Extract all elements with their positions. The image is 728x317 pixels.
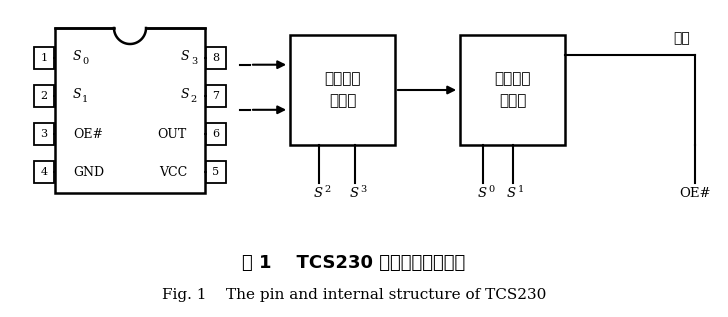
Text: 2: 2 [191, 94, 197, 103]
Text: S: S [181, 87, 189, 100]
Text: 输出: 输出 [673, 31, 690, 45]
Text: OUT: OUT [158, 127, 187, 140]
Text: 电流频率: 电流频率 [494, 72, 531, 87]
Text: 3: 3 [360, 185, 366, 194]
Bar [206, 123, 226, 145]
Text: VCC: VCC [159, 165, 187, 178]
Text: 7: 7 [213, 91, 220, 101]
Bar [206, 85, 226, 107]
Text: 1: 1 [41, 53, 47, 63]
Text: 2: 2 [41, 91, 47, 101]
Bar [34, 47, 54, 69]
Bar [34, 123, 54, 145]
Text: S: S [73, 87, 82, 100]
Bar [55, 28, 205, 193]
Text: 3: 3 [41, 129, 47, 139]
Bar [206, 47, 226, 69]
Bar [460, 35, 565, 145]
Text: 转换器: 转换器 [499, 94, 526, 108]
Text: 光电二极: 光电二极 [324, 72, 361, 87]
Text: S: S [314, 187, 323, 200]
Text: 2: 2 [325, 185, 331, 194]
Text: 管阵列: 管阵列 [329, 94, 356, 108]
Bar [34, 161, 54, 183]
Text: 3: 3 [191, 56, 197, 66]
Text: 8: 8 [213, 53, 220, 63]
Bar [34, 85, 54, 107]
Text: 图 1    TCS230 引脚及内部结构图: 图 1 TCS230 引脚及内部结构图 [242, 254, 466, 272]
Text: S: S [181, 49, 189, 62]
Text: S: S [349, 187, 359, 200]
Text: 1: 1 [82, 94, 88, 103]
Text: 4: 4 [41, 167, 47, 177]
Text: GND: GND [73, 165, 104, 178]
Text: OE#: OE# [73, 127, 103, 140]
Text: 0: 0 [488, 185, 494, 194]
Text: S: S [478, 187, 486, 200]
Text: OE#: OE# [679, 187, 711, 200]
Bar [206, 161, 226, 183]
Bar [290, 35, 395, 145]
Text: Fig. 1    The pin and internal structure of TCS230: Fig. 1 The pin and internal structure of… [162, 288, 546, 302]
Text: 6: 6 [213, 129, 220, 139]
Text: S: S [507, 187, 516, 200]
Text: 0: 0 [82, 56, 88, 66]
Text: 1: 1 [518, 185, 523, 194]
Text: 5: 5 [213, 167, 220, 177]
Text: S: S [73, 49, 82, 62]
